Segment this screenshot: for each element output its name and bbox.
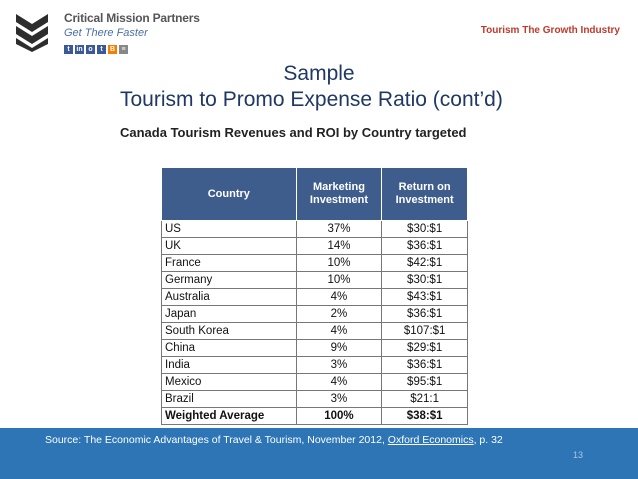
cell-marketing-investment: 14% (295, 237, 383, 255)
cell-roi: $38:$1 (381, 407, 468, 425)
cell-roi: $30:$1 (381, 220, 468, 238)
slide-subtitle: Canada Tourism Revenues and ROI by Count… (120, 125, 467, 140)
cell-roi: $36:$1 (381, 237, 468, 255)
source-link[interactable]: Oxford Economics (387, 434, 474, 446)
slide-title: Sample (283, 62, 355, 85)
cell-country: Mexico (161, 373, 297, 391)
cell-marketing-investment: 3% (295, 356, 383, 374)
cell-marketing-investment: 2% (295, 305, 383, 323)
table-row: Weighted Average 100% $38:$1 (161, 407, 468, 425)
cell-country: Brazil (161, 390, 297, 408)
logo-name: Critical Mission Partners (64, 11, 200, 25)
table-row: Japan 2% $36:$1 (161, 305, 468, 323)
cell-marketing-investment: 4% (295, 322, 383, 340)
table-row: Germany 10% $30:$1 (161, 271, 468, 289)
cell-roi: $30:$1 (381, 271, 468, 289)
table-row: UK 14% $36:$1 (161, 237, 468, 255)
footer-bar (0, 428, 638, 479)
twitter-icon[interactable]: t (64, 45, 73, 54)
cell-roi: $43:$1 (381, 288, 468, 306)
social-icons: t in o t B ≡ (64, 45, 128, 54)
cell-country: Weighted Average (161, 407, 297, 425)
source-text: Source: The Economic Advantages of Trave… (45, 434, 388, 446)
chevron-logo-icon (16, 14, 48, 52)
cell-country: Japan (161, 305, 297, 323)
share-icon[interactable]: ≡ (119, 45, 128, 54)
cell-marketing-investment: 9% (295, 339, 383, 357)
cell-country: UK (161, 237, 297, 255)
tumblr-icon[interactable]: t (97, 45, 106, 54)
cell-marketing-investment: 10% (295, 271, 383, 289)
page-number: 13 (572, 450, 583, 460)
source-suffix: , p. 32 (473, 434, 503, 446)
header-country: Country (161, 167, 297, 221)
cell-marketing-investment: 37% (295, 220, 383, 238)
header-marketing-investment: Marketing Investment (295, 167, 383, 221)
cell-roi: $36:$1 (381, 356, 468, 374)
roi-table-image: Country Marketing Investment Return on I… (161, 167, 468, 425)
table-row: China 9% $29:$1 (161, 339, 468, 357)
table-row: South Korea 4% $107:$1 (161, 322, 468, 340)
cell-marketing-investment: 4% (295, 288, 383, 306)
header-topic-label: Tourism The Growth Industry (480, 25, 620, 36)
cell-roi: $42:$1 (381, 254, 468, 272)
cell-roi: $95:$1 (381, 373, 468, 391)
cell-roi: $36:$1 (381, 305, 468, 323)
linkedin-icon[interactable]: in (75, 45, 84, 54)
slide-title-line2: Tourism to Promo Expense Ratio (cont’d) (120, 88, 503, 111)
table-row: US 37% $30:$1 (161, 220, 468, 238)
table-row: France 10% $42:$1 (161, 254, 468, 272)
cell-country: France (161, 254, 297, 272)
logo-tagline: Get There Faster (64, 27, 148, 39)
company-logo: Critical Mission Partners Get There Fast… (12, 8, 202, 63)
header-return-on-investment: Return on Investment (381, 167, 468, 221)
cell-marketing-investment: 100% (295, 407, 383, 425)
table-body: US 37% $30:$1 UK 14% $36:$1 France 10% $42:$1 Ger… (161, 220, 468, 425)
table-row: Australia 4% $43:$1 (161, 288, 468, 306)
cell-country: Germany (161, 271, 297, 289)
source-citation: Source: The Economic Advantages of Trave… (45, 434, 503, 446)
table-row: Brazil 3% $21:1 (161, 390, 468, 408)
table-row: India 3% $36:$1 (161, 356, 468, 374)
cell-marketing-investment: 10% (295, 254, 383, 272)
cell-roi: $29:$1 (381, 339, 468, 357)
cell-country: India (161, 356, 297, 374)
cell-roi: $21:1 (381, 390, 468, 408)
table-header-row: Country Marketing Investment Return on I… (161, 167, 468, 221)
cell-country: US (161, 220, 297, 238)
roi-table: Country Marketing Investment Return on I… (161, 167, 468, 425)
instagram-icon[interactable]: o (86, 45, 95, 54)
cell-marketing-investment: 3% (295, 390, 383, 408)
cell-country: South Korea (161, 322, 297, 340)
cell-country: Australia (161, 288, 297, 306)
cell-country: China (161, 339, 297, 357)
blogger-icon[interactable]: B (108, 45, 117, 54)
cell-roi: $107:$1 (381, 322, 468, 340)
table-row: Mexico 4% $95:$1 (161, 373, 468, 391)
cell-marketing-investment: 4% (295, 373, 383, 391)
